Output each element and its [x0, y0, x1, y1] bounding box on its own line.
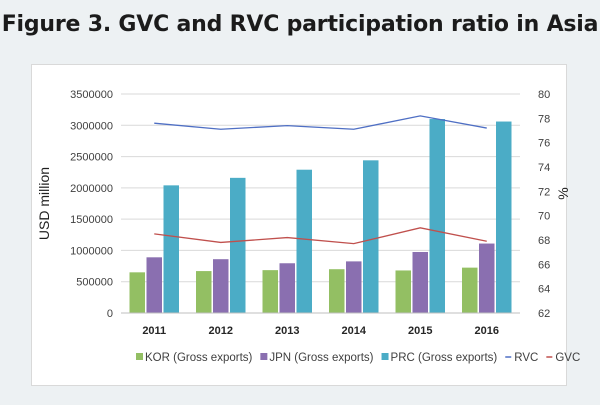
bar	[196, 271, 212, 313]
gridlines	[121, 93, 520, 314]
y2-axis-title: %	[555, 187, 571, 199]
y-tick-label: 500000	[76, 277, 113, 289]
bars	[129, 119, 512, 314]
y2-tick-label: 74	[538, 162, 550, 174]
bar	[395, 270, 411, 313]
y-tick-label: 2000000	[70, 183, 113, 195]
legend-label: PRC (Gross exports)	[391, 352, 498, 364]
axes: 0 500000 1000000 1500000 2000000 2500000 30000…	[36, 89, 571, 337]
bar	[262, 270, 278, 313]
x-tick-label: 2011	[142, 325, 166, 337]
y2-tick-label: 76	[538, 138, 550, 150]
legend-swatch	[260, 353, 268, 360]
bar	[146, 257, 162, 313]
x-tick-label: 2013	[275, 325, 299, 337]
x-tick-label: 2012	[209, 325, 233, 337]
y-axis-title: USD million	[36, 167, 52, 240]
bar	[429, 119, 445, 314]
y2-tick-label: 62	[538, 308, 550, 320]
y2-tick-label: 78	[538, 113, 550, 125]
legend-label: RVC	[514, 352, 538, 364]
bar	[213, 259, 229, 313]
legend-swatch	[136, 353, 143, 360]
legend: KOR (Gross exports) JPN (Gross exports) PR…	[136, 352, 580, 364]
bar	[279, 263, 295, 313]
bar	[163, 185, 179, 313]
y-tick-label: 2500000	[70, 152, 113, 164]
series-line	[154, 227, 487, 245]
bar	[496, 121, 512, 313]
bar	[412, 251, 428, 313]
series-lines	[154, 115, 487, 245]
y-tick-label: 1000000	[70, 245, 113, 257]
bar	[230, 177, 246, 313]
bar	[329, 269, 345, 313]
bar	[479, 243, 495, 313]
y-tick-label: 3000000	[70, 120, 113, 132]
y2-tick-label: 72	[538, 186, 550, 198]
legend-label: KOR (Gross exports)	[145, 352, 253, 364]
x-tick-label: 2014	[342, 325, 367, 337]
bar	[462, 267, 478, 313]
y-tick-label: 3500000	[70, 89, 113, 101]
x-tick-label: 2015	[408, 325, 432, 337]
y-tick-label: 1500000	[70, 214, 113, 226]
y2-tick-label: 80	[538, 89, 550, 101]
y2-tick-label: 64	[538, 284, 550, 296]
figure-title: Figure 3. GVC and RVC participation rati…	[1, 12, 599, 37]
legend-label: GVC	[555, 352, 580, 364]
y-tick-label: 0	[107, 308, 113, 320]
bar	[363, 160, 379, 313]
bar	[129, 272, 145, 313]
bar	[296, 169, 312, 313]
legend-label: JPN (Gross exports)	[269, 352, 373, 364]
bar	[346, 261, 362, 313]
series-line	[154, 115, 487, 130]
y2-tick-label: 70	[538, 211, 550, 223]
y2-tick-label: 68	[538, 235, 550, 247]
y2-tick-label: 66	[538, 259, 550, 271]
legend-swatch	[381, 353, 389, 360]
x-tick-label: 2016	[475, 325, 499, 337]
